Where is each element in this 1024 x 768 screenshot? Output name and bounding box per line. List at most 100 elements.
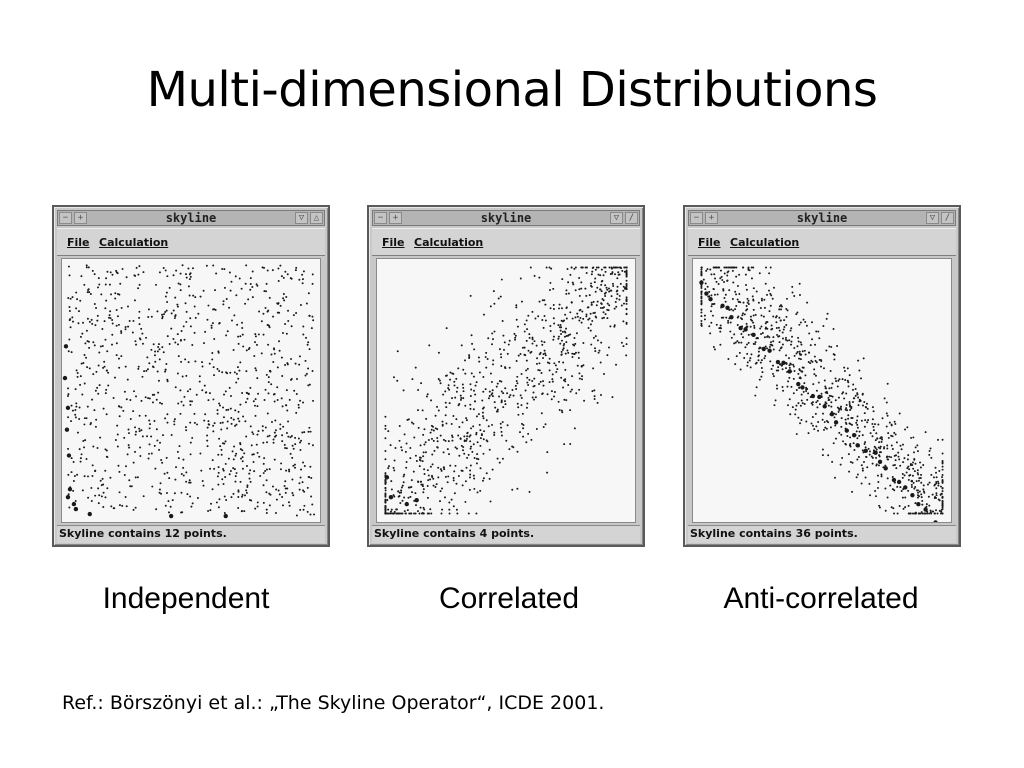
scatter-point bbox=[139, 446, 142, 449]
scatter-point bbox=[71, 316, 74, 319]
scatter-point bbox=[906, 426, 909, 429]
maximize-icon[interactable]: / bbox=[941, 212, 954, 224]
scatter-point bbox=[83, 353, 86, 356]
scatter-point bbox=[775, 369, 778, 372]
scatter-point bbox=[255, 443, 258, 446]
scatter-point bbox=[621, 269, 624, 272]
scatter-point bbox=[622, 289, 625, 292]
scatter-point bbox=[549, 281, 552, 284]
scatter-point bbox=[599, 361, 602, 364]
scatter-point bbox=[746, 361, 749, 364]
scatter-point bbox=[194, 296, 197, 299]
pin-icon[interactable]: + bbox=[74, 212, 87, 224]
window-menu-icon[interactable]: − bbox=[690, 212, 703, 224]
scatter-plot-anti-correlated[interactable] bbox=[692, 258, 952, 523]
pin-icon[interactable]: + bbox=[705, 212, 718, 224]
scatter-point bbox=[234, 275, 237, 278]
scatter-point bbox=[771, 297, 774, 300]
scatter-point bbox=[120, 306, 123, 309]
scatter-point bbox=[282, 297, 285, 300]
menu-calculation[interactable]: Calculation bbox=[99, 236, 168, 249]
scatter-point bbox=[616, 266, 619, 269]
scatter-point bbox=[565, 317, 568, 320]
scatter-point bbox=[713, 273, 716, 276]
scatter-point bbox=[567, 281, 570, 284]
menu-calculation[interactable]: Calculation bbox=[730, 236, 799, 249]
scatter-point bbox=[520, 300, 523, 303]
scatter-point bbox=[569, 311, 572, 314]
scatter-point bbox=[452, 415, 455, 417]
scatter-point bbox=[521, 412, 524, 415]
scatter-point bbox=[168, 477, 171, 480]
scatter-point bbox=[847, 417, 850, 420]
scatter-point bbox=[876, 486, 879, 489]
scatter-plot-correlated[interactable] bbox=[376, 258, 636, 523]
scatter-point bbox=[212, 430, 215, 433]
scatter-point bbox=[772, 340, 775, 343]
window-menu-icon[interactable]: − bbox=[59, 212, 72, 224]
maximize-icon[interactable]: / bbox=[625, 212, 638, 224]
scatter-point bbox=[516, 402, 519, 405]
scatter-point bbox=[190, 505, 193, 508]
window-titlebar[interactable]: − + skyline ▽ / bbox=[688, 210, 956, 226]
scatter-point bbox=[914, 486, 917, 489]
scatter-point bbox=[99, 345, 102, 348]
scatter-point bbox=[592, 312, 595, 315]
menu-calculation-label: Calculation bbox=[414, 236, 484, 249]
scatter-point bbox=[273, 400, 276, 403]
scatter-point bbox=[778, 349, 781, 352]
scatter-point bbox=[625, 307, 628, 310]
scatter-plot-independent[interactable] bbox=[61, 258, 321, 523]
scatter-point bbox=[437, 351, 440, 354]
scatter-point bbox=[840, 405, 843, 408]
scatter-point bbox=[933, 520, 938, 522]
scatter-point bbox=[262, 484, 265, 487]
window-menu-icon[interactable]: − bbox=[374, 212, 387, 224]
skyline-window-correlated: − + skyline ▽ / File Calculation Skyline… bbox=[367, 205, 645, 547]
menu-calculation-label: Calculation bbox=[99, 236, 169, 249]
menu-calculation[interactable]: Calculation bbox=[414, 236, 483, 249]
scatter-point bbox=[508, 366, 511, 369]
scatter-point bbox=[393, 459, 396, 462]
scatter-point bbox=[516, 487, 519, 490]
scatter-point bbox=[412, 422, 415, 425]
scatter-point bbox=[178, 445, 181, 448]
minimize-icon[interactable]: ▽ bbox=[926, 212, 939, 224]
scatter-point bbox=[262, 312, 265, 315]
scatter-point bbox=[936, 512, 939, 515]
menu-file[interactable]: File bbox=[67, 236, 90, 249]
scatter-point bbox=[764, 282, 767, 285]
window-titlebar[interactable]: − + skyline ▽ △ bbox=[57, 210, 325, 226]
scatter-point bbox=[81, 393, 84, 396]
scatter-point bbox=[538, 300, 541, 303]
scatter-point bbox=[834, 413, 837, 416]
menu-file[interactable]: File bbox=[382, 236, 405, 249]
scatter-point bbox=[856, 437, 859, 440]
scatter-point bbox=[512, 446, 515, 449]
scatter-point bbox=[525, 319, 528, 322]
maximize-icon[interactable]: △ bbox=[310, 212, 323, 224]
scatter-point bbox=[400, 486, 403, 489]
scatter-point bbox=[800, 393, 803, 396]
scatter-point bbox=[275, 498, 278, 501]
scatter-point bbox=[287, 501, 290, 504]
minimize-icon[interactable]: ▽ bbox=[610, 212, 623, 224]
scatter-point bbox=[600, 302, 603, 305]
menu-file[interactable]: File bbox=[698, 236, 721, 249]
scatter-point bbox=[923, 512, 926, 515]
scatter-point bbox=[158, 358, 161, 361]
scatter-point bbox=[878, 455, 881, 458]
scatter-point bbox=[295, 312, 298, 314]
scatter-point bbox=[237, 506, 240, 509]
scatter-point bbox=[200, 469, 203, 472]
scatter-point bbox=[760, 299, 763, 302]
window-titlebar[interactable]: − + skyline ▽ / bbox=[372, 210, 640, 226]
minimize-icon[interactable]: ▽ bbox=[295, 212, 308, 224]
scatter-point bbox=[491, 468, 494, 471]
scatter-point bbox=[763, 357, 766, 360]
scatter-point bbox=[897, 451, 900, 454]
scatter-point bbox=[211, 459, 214, 462]
scatter-point bbox=[299, 448, 302, 451]
pin-icon[interactable]: + bbox=[389, 212, 402, 224]
scatter-point bbox=[261, 429, 264, 432]
